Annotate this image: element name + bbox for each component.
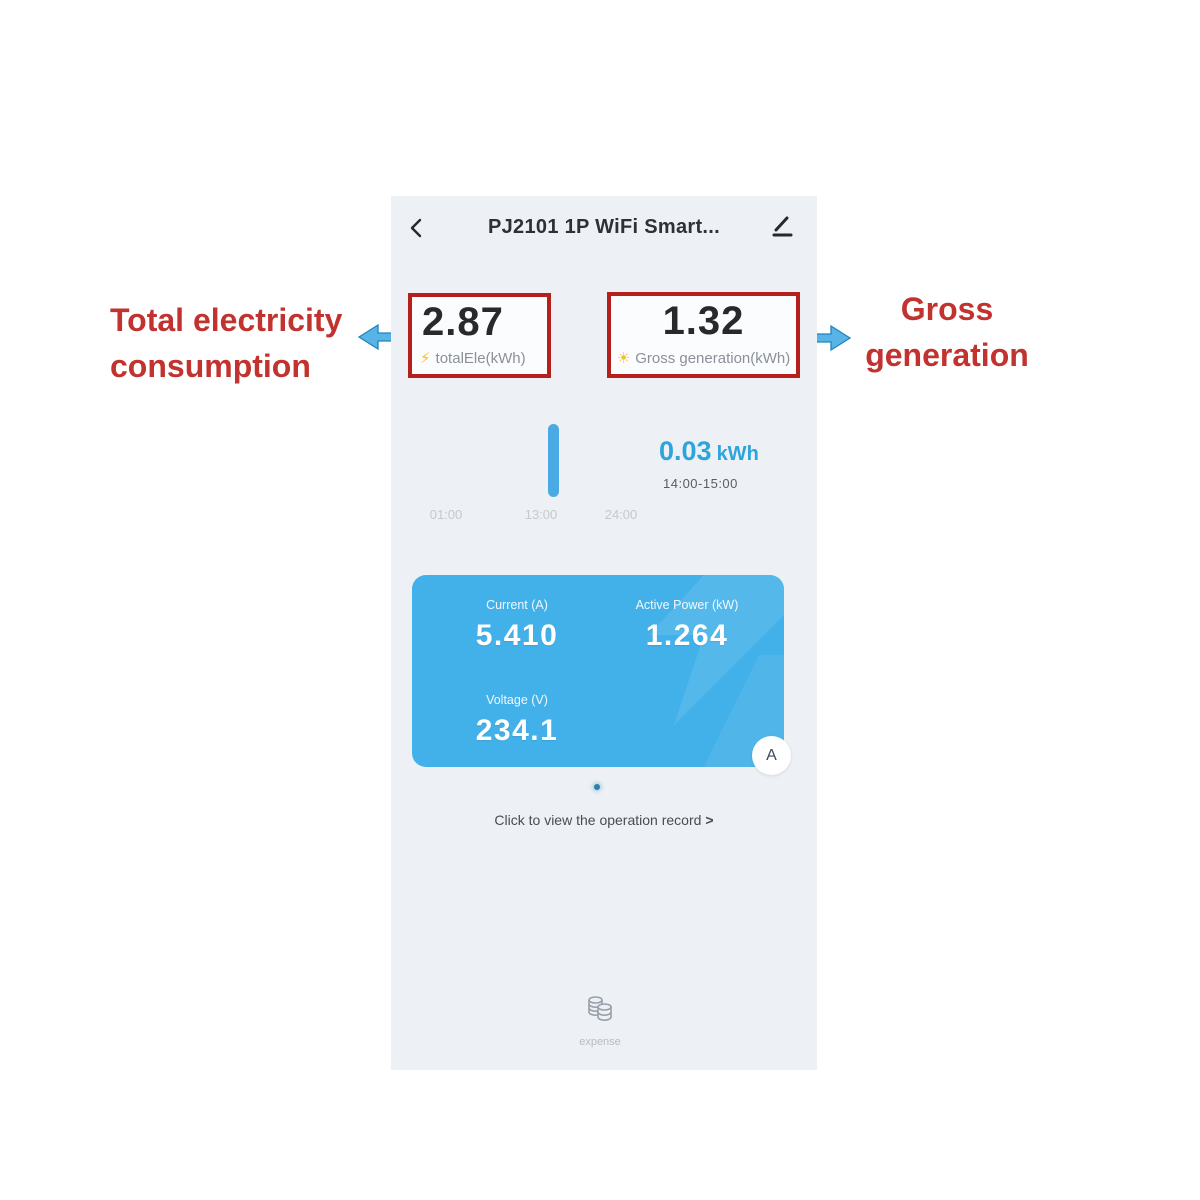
- gross-generation-label: Gross generation(kWh): [635, 350, 791, 367]
- gross-generation-tile: 1.32 ☀ Gross generation(kWh): [607, 292, 800, 378]
- annotation-total-consumption: Total electricity consumption: [110, 302, 343, 384]
- lightning-icon: ⚡: [420, 350, 431, 367]
- active-power-label: Active Power (kW): [635, 598, 739, 612]
- operation-record-link[interactable]: Click to view the operation record >: [494, 812, 714, 828]
- chevron-right-icon: >: [705, 812, 714, 828]
- gross-generation-value: 1.32: [662, 299, 745, 343]
- sun-icon: ☀: [616, 350, 631, 367]
- current-value: 5.410: [475, 619, 559, 652]
- active-power-cell: Active Power (kW) 1.264: [597, 598, 777, 653]
- phase-a-badge[interactable]: A: [752, 736, 791, 775]
- voltage-cell: Voltage (V) 234.1: [427, 693, 607, 748]
- tab-expense[interactable]: expense: [545, 991, 655, 1048]
- active-power-value: 1.264: [645, 619, 729, 652]
- voltage-value: 234.1: [475, 714, 559, 747]
- annotation-gross-generation: Gross generation: [865, 291, 1029, 373]
- x-axis-tick: 24:00: [604, 507, 638, 522]
- expense-label: expense: [579, 1036, 621, 1048]
- current-label: Current (A): [486, 598, 548, 612]
- hourly-usage-bar[interactable]: [548, 424, 559, 497]
- page-indicator-dot: [594, 784, 600, 790]
- selected-hour-range: 14:00-15:00: [663, 476, 738, 491]
- coins-icon: [588, 996, 612, 1022]
- page-title: PJ2101 1P WiFi Smart...: [487, 216, 721, 238]
- total-consumption-tile: 2.87 ⚡ totalEle(kWh): [408, 293, 551, 378]
- total-consumption-label: totalEle(kWh): [435, 350, 526, 367]
- voltage-label: Voltage (V): [486, 693, 548, 707]
- app-screen: PJ2101 1P WiFi Smart... 2.87 ⚡ totalEle(…: [391, 196, 817, 1070]
- selected-hour-value: 0.03 kWh: [659, 436, 759, 466]
- current-cell: Current (A) 5.410: [427, 598, 607, 653]
- total-consumption-value: 2.87: [422, 300, 504, 344]
- back-button[interactable]: [405, 216, 429, 240]
- telemetry-card: Current (A) 5.410 Active Power (kW) 1.26…: [412, 575, 784, 767]
- edit-pencil-icon[interactable]: [769, 214, 795, 240]
- x-axis-tick: 13:00: [524, 507, 558, 522]
- x-axis-tick: 01:00: [429, 507, 463, 522]
